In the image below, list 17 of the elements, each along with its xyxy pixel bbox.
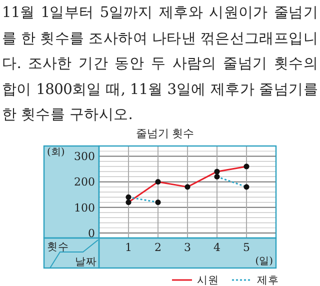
- y-axis-title: (회): [47, 147, 65, 158]
- y-tick-label: 100: [74, 201, 95, 214]
- y-tick-label: 300: [74, 150, 95, 164]
- x-tick-label: 5: [243, 240, 250, 254]
- legend-label: 제후: [257, 274, 279, 286]
- legend-label: 시원: [197, 274, 219, 286]
- x-tick-label: 3: [184, 240, 191, 254]
- x-axis-title: (일): [255, 256, 274, 267]
- y-tick-label: 0: [88, 226, 95, 240]
- chart-title: 줄넘기 횟수: [136, 127, 194, 140]
- x-tick-label: 4: [214, 240, 220, 254]
- text: 횟수: [47, 241, 69, 253]
- x-tick-label: 1: [125, 240, 132, 254]
- text: 날짜: [75, 256, 97, 268]
- y-tick-label: 200: [74, 176, 95, 189]
- x-tick-label: 2: [154, 240, 162, 254]
- text: 11월 1일부터 5일까지 제후와 시원이가 줄넘기를 한 횟수를 조사하여 나타낸 꺾은선그래프입니다. 조사한 기간 동안 두 사람의 줄넘기 횟수의 합이 1800회일 때, 11월 3일에 제후가 줄넘기를 한 횟수를 구하시오.: [2, 3, 318, 125]
